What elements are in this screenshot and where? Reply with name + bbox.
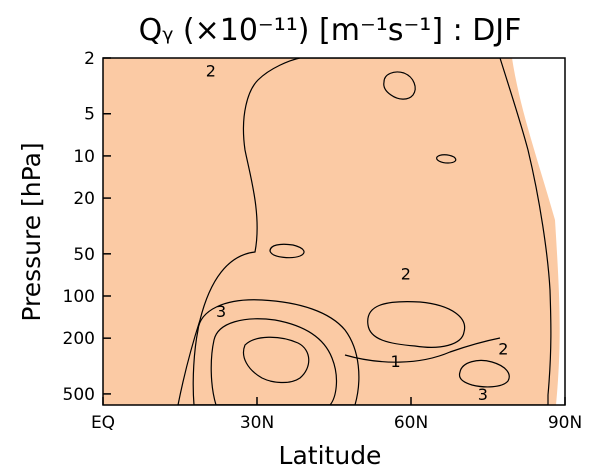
fill-region-1to2 <box>177 58 552 405</box>
contour-label: 3 <box>478 385 488 404</box>
y-axis: 2 5 10 20 50 100 200 500 <box>63 49 111 405</box>
fill-strat-3to4 <box>383 71 416 100</box>
contour-label: 3 <box>216 302 226 321</box>
fill-midlat-low <box>367 301 466 348</box>
y-tick-label: 200 <box>63 329 95 349</box>
contour-line-2-lower <box>344 337 501 363</box>
y-tick-label: 100 <box>63 287 95 307</box>
contour-label: 1 <box>391 352 401 371</box>
x-tick-label: 90N <box>548 413 582 433</box>
x-axis-title: Latitude <box>279 441 382 470</box>
y-tick-label: 50 <box>73 245 95 265</box>
fill-background <box>103 58 565 405</box>
chart-title: Qᵧ (×10⁻¹¹) [m⁻¹s⁻¹] : DJF <box>139 13 522 48</box>
x-tick-label: EQ <box>91 413 115 433</box>
y-tick-label: 2 <box>84 49 95 69</box>
plot-area: 2 2 3 1 2 3 <box>103 58 565 405</box>
fill-small-3to4 <box>436 154 457 164</box>
contour-label: 2 <box>401 264 411 283</box>
x-tick-label: 30N <box>240 413 274 433</box>
fill-region-gt4 <box>210 318 338 405</box>
y-axis-title: Pressure [hPa] <box>17 142 46 321</box>
core-contour <box>242 336 310 384</box>
fill-highlat-3to4 <box>458 359 510 388</box>
fill-subtrop-low <box>269 243 305 259</box>
contour-label: 2 <box>498 339 508 358</box>
y-tick-label: 5 <box>84 105 95 125</box>
contour-label: 2 <box>206 62 216 81</box>
y-tick-label: 500 <box>63 385 95 405</box>
contour-labels: 2 2 3 1 2 3 <box>206 62 509 405</box>
x-axis: EQ 30N 60N 90N <box>91 397 582 433</box>
fill-polar-low <box>512 58 565 405</box>
y-tick-label: 10 <box>73 147 95 167</box>
x-tick-label: 60N <box>394 413 428 433</box>
fill-region-3to4 <box>192 299 360 405</box>
y-tick-label: 20 <box>73 189 95 209</box>
plot-frame <box>102 57 566 406</box>
